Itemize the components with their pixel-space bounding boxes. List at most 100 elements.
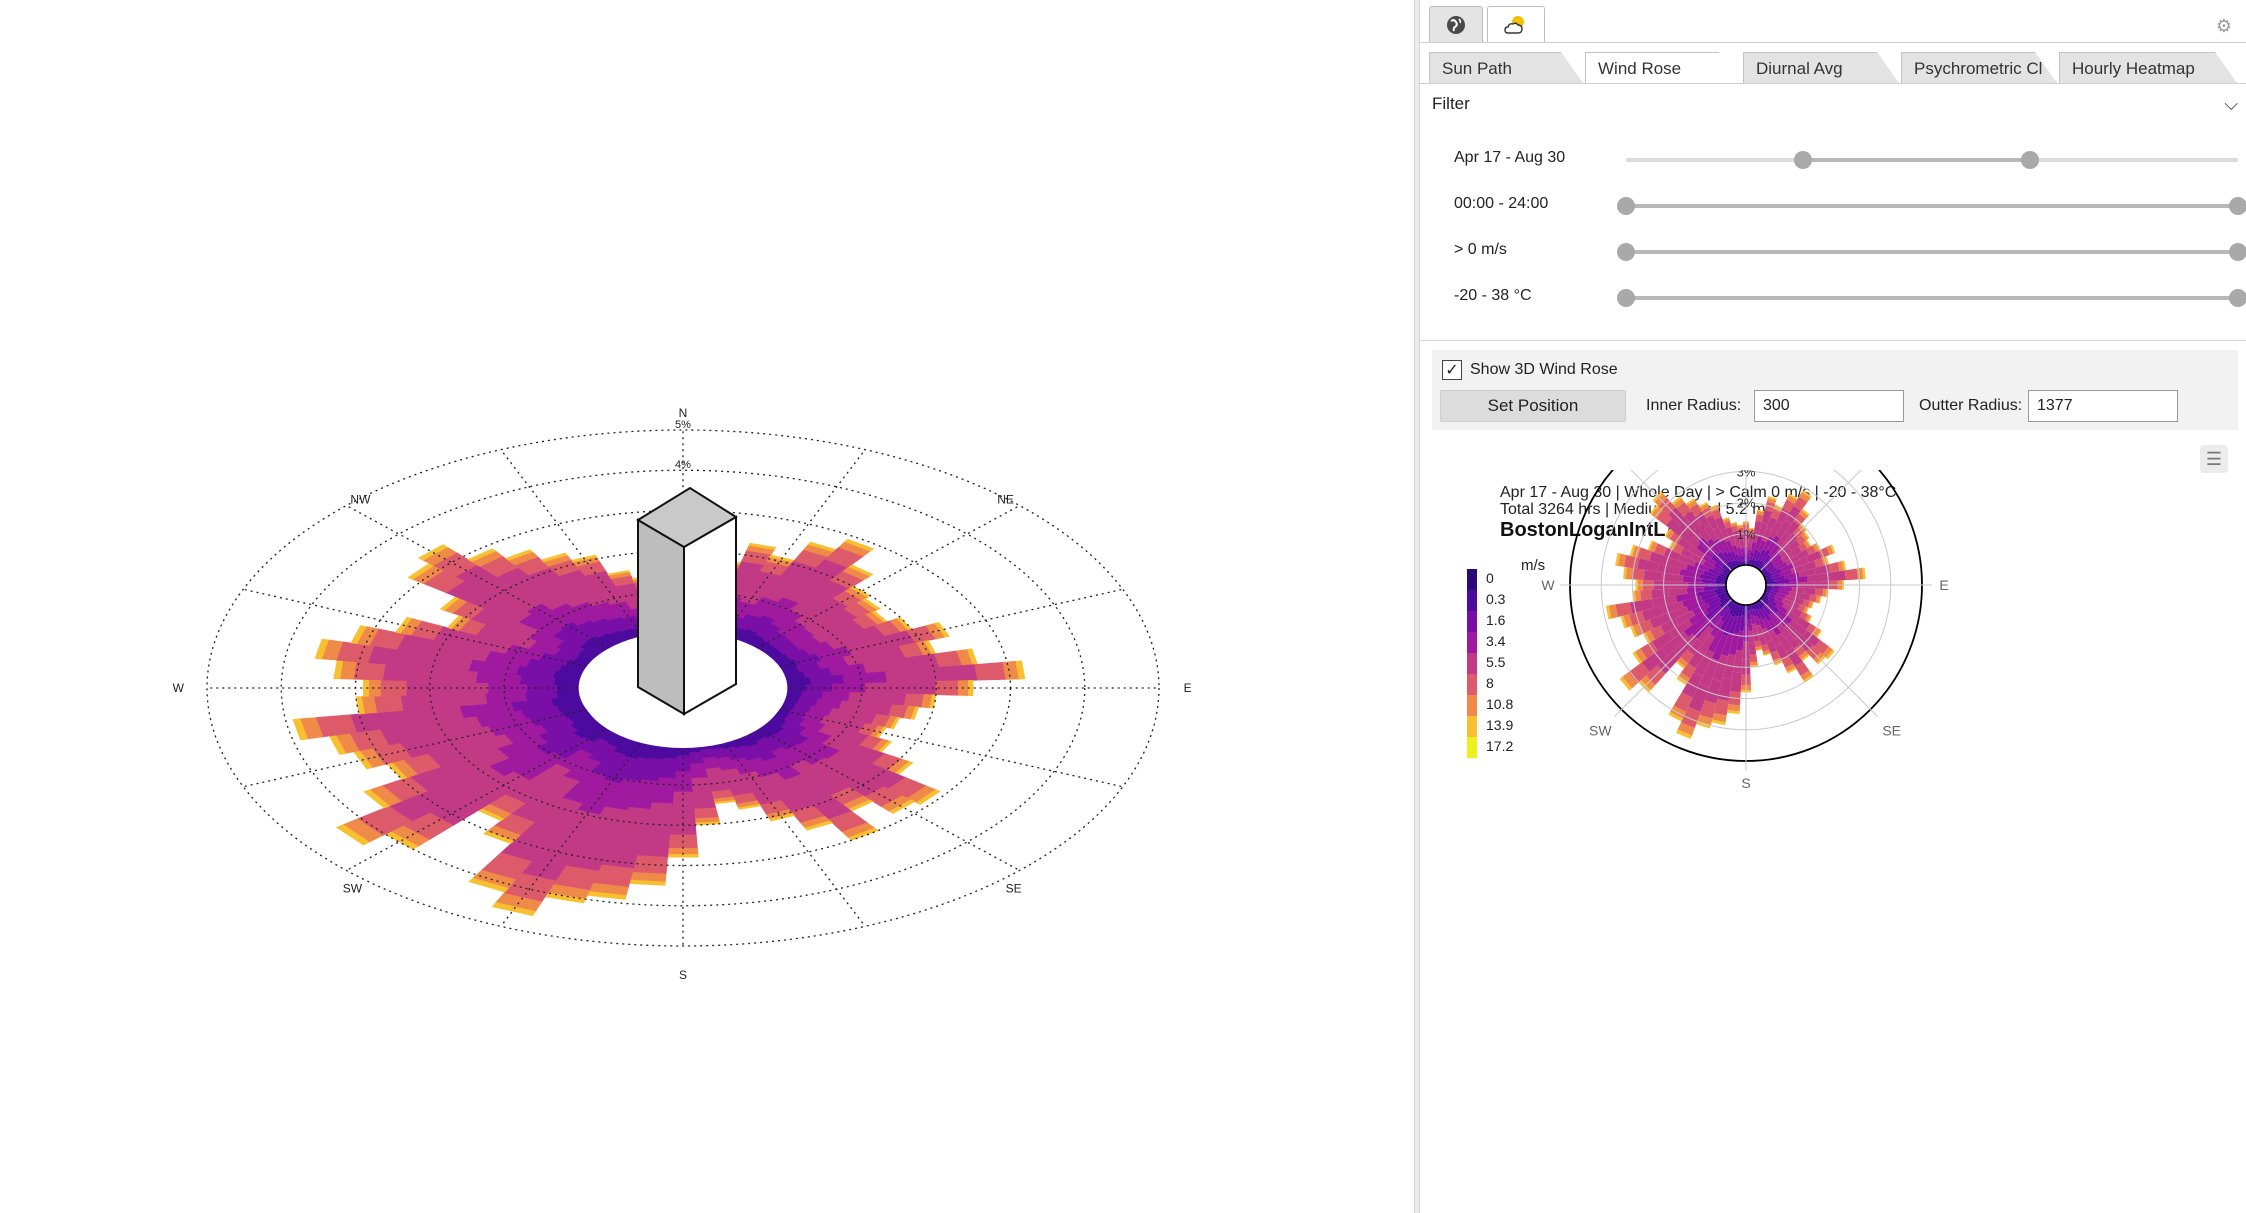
wind-rose-bar — [1818, 595, 1822, 604]
wind-rose-bar — [1775, 561, 1788, 571]
wind-rose-bar — [1707, 629, 1725, 653]
tab-wind-rose[interactable]: Wind Rose — [1585, 52, 1741, 84]
wind-rose-bar — [1683, 510, 1701, 529]
wind-rose-bar — [1796, 617, 1811, 630]
wind-rose-bar — [1775, 603, 1788, 615]
hour-range-start-handle[interactable] — [1617, 197, 1635, 215]
wind-rose-bar — [1708, 567, 1721, 576]
legend-swatch — [1467, 632, 1477, 653]
wind-rose-3d-bar — [902, 680, 937, 696]
tab-weather[interactable] — [1487, 6, 1545, 43]
wind-rose-bar — [1617, 553, 1627, 567]
3d-viewport[interactable]: N NE E SE S SW W NW 5% 4% — [0, 0, 1414, 1213]
wind-rose-bar — [1619, 676, 1633, 691]
set-position-button[interactable]: Set Position — [1440, 390, 1626, 422]
wind-rose-bar — [1715, 577, 1727, 583]
wind-speed-min-handle[interactable] — [1617, 243, 1635, 261]
panel-splitter[interactable] — [1414, 0, 1420, 1213]
wind-rose-bar — [1680, 529, 1701, 549]
wind-rose-bar — [1696, 543, 1714, 559]
wind-rose-bar — [1662, 572, 1684, 582]
gear-icon[interactable]: ⚙ — [2215, 16, 2232, 36]
wind-rose-bar — [1767, 598, 1778, 607]
date-range-label: Apr 17 - Aug 30 — [1454, 149, 1566, 166]
wind-rose-bar — [1665, 517, 1686, 537]
inner-radius-field[interactable] — [1754, 390, 1904, 422]
wind-rose-3d-bar — [314, 638, 330, 660]
tab-diurnal-avg[interactable]: Diurnal Avg — [1743, 52, 1899, 83]
wind-rose-bar — [1763, 571, 1770, 577]
wind-rose-bar — [1686, 500, 1698, 509]
wind-rose-bar — [1689, 503, 1703, 517]
wind-rose-bar — [1630, 625, 1638, 638]
wind-rose-bar — [1760, 596, 1770, 605]
wind-rose-bar — [1758, 549, 1767, 561]
wind-rose-bar — [1722, 518, 1730, 523]
temperature-min-handle[interactable] — [1617, 289, 1635, 307]
hour-range-end-handle[interactable] — [2229, 197, 2246, 215]
wind-rose-bar — [1827, 570, 1846, 581]
wind-rose-bar — [1764, 501, 1775, 513]
wind-rose-bar — [1793, 513, 1806, 526]
wind-rose-bar — [1788, 591, 1801, 599]
chart-menu-button[interactable]: ☰ — [2200, 445, 2228, 473]
wind-rose-3d-bar — [848, 564, 874, 577]
wind-rose-3d-bar — [350, 625, 367, 645]
wind-rose-bar — [1758, 617, 1767, 630]
wind-rose-bar — [1736, 547, 1742, 556]
wind-rose-bar — [1826, 545, 1834, 556]
wind-rose-bar — [1786, 495, 1797, 504]
wind-rose-3d-bar — [968, 679, 974, 697]
date-range-start-handle[interactable] — [1794, 151, 1813, 169]
ring-label-3d: 4% — [675, 459, 691, 471]
filter-header[interactable]: Filter ⌵ — [1432, 94, 2238, 118]
wind-rose-bar — [1786, 647, 1803, 667]
wind-rose-bar — [1803, 674, 1814, 683]
wind-rose-bar — [1778, 589, 1790, 596]
tab-hourly-heatmap[interactable]: Hourly Heatmap — [2059, 52, 2237, 83]
wind-rose-bar — [1748, 559, 1753, 566]
wind-rose-bar — [1716, 589, 1728, 596]
wind-rose-bar — [1660, 618, 1680, 634]
building-front — [683, 515, 737, 716]
wind-rose-bar — [1682, 596, 1703, 608]
wind-rose-bar — [1671, 496, 1682, 505]
wind-rose-bar — [1697, 714, 1713, 726]
wind-rose-bar — [1660, 601, 1684, 615]
date-range-end-handle[interactable] — [2020, 151, 2039, 169]
wind-rose-bar — [1649, 541, 1658, 553]
show-3d-checkbox[interactable]: ✓ — [1442, 360, 1462, 380]
wind-rose-3d-bar — [607, 570, 630, 576]
wind-rose-bar — [1727, 704, 1741, 712]
wind-rose-bar — [1805, 614, 1811, 622]
wind-rose-bar — [1677, 672, 1690, 684]
wind-rose-bar — [1634, 648, 1647, 663]
wind-rose-bar — [1803, 606, 1808, 614]
wind-rose-bar — [1763, 652, 1771, 656]
wind-rose-bar — [1781, 552, 1794, 563]
wind-rose-bar — [1749, 661, 1758, 666]
tab-psychrometric[interactable]: Psychrometric Cl — [1901, 52, 2057, 83]
tab-globe[interactable] — [1429, 6, 1483, 42]
outer-radius-field[interactable] — [2028, 390, 2178, 422]
wind-rose-bar — [1754, 559, 1761, 568]
wind-rose-bar — [1641, 647, 1669, 673]
direction-label-3d: SW — [343, 881, 363, 895]
tab-sun-path[interactable]: Sun Path — [1429, 52, 1583, 83]
wind-rose-bar — [1801, 653, 1810, 662]
wind-rose-bar — [1738, 554, 1743, 562]
wind-rose-bar — [1747, 556, 1751, 562]
spoke-3d — [756, 504, 1020, 649]
wind-rose-bar — [1730, 522, 1737, 525]
ring-3d — [206, 429, 1160, 947]
show-3d-toggle[interactable]: ✓ Show 3D Wind Rose — [1442, 358, 1618, 382]
wind-rose-bar — [1730, 523, 1738, 527]
wind-rose-bar — [1798, 510, 1809, 520]
wind-rose-bar — [1764, 573, 1772, 579]
chevron-down-icon[interactable]: ⌵ — [2224, 94, 2238, 114]
wind-rose-bar — [1732, 560, 1738, 568]
wind-rose-bar — [1775, 578, 1790, 584]
wind-speed-max-handle[interactable] — [2229, 243, 2246, 261]
wind-rose-3d-bar — [934, 622, 950, 638]
temperature-max-handle[interactable] — [2229, 289, 2246, 307]
